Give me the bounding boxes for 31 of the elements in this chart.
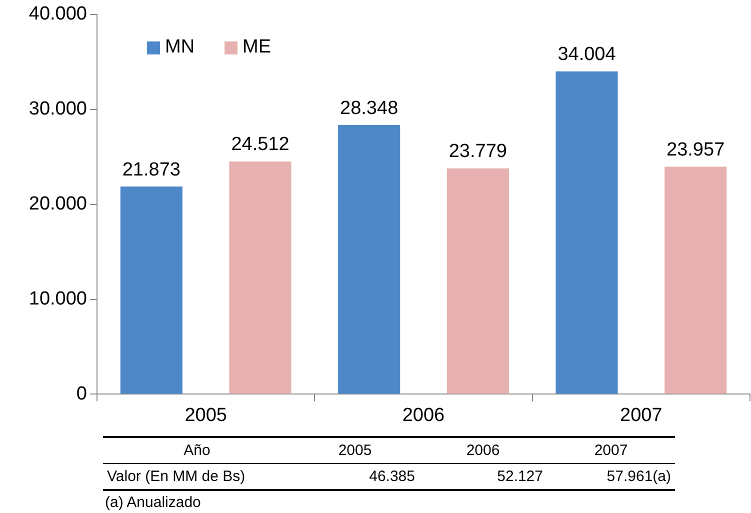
text: 2007 [547, 437, 675, 464]
y-tick-label: 40.000 [28, 4, 87, 25]
x-tick-label: 2005 [184, 404, 227, 426]
data-label: 23.779 [448, 141, 507, 162]
text: Valor (En MM de Bs) [103, 464, 291, 490]
bar [556, 71, 618, 394]
data-label: 23.957 [666, 139, 725, 160]
text: 2005 [291, 437, 419, 464]
text: 52.127 [419, 464, 547, 490]
x-tick-label: 2007 [620, 404, 662, 426]
y-tick-label: 20.000 [28, 194, 87, 215]
y-tick-label: 30.000 [28, 98, 87, 120]
text: (a) Anualizado [105, 494, 201, 511]
bar [664, 166, 727, 394]
legend-label: ME [242, 36, 272, 58]
y-tick-label: 0 [76, 383, 87, 404]
text: 2006 [419, 437, 547, 464]
data-label: 24.512 [231, 134, 290, 156]
text: Año [103, 437, 291, 464]
bar [120, 186, 182, 394]
legend-label: MN [165, 36, 195, 58]
y-tick-label: 10.000 [28, 288, 87, 310]
data-label: 28.348 [340, 98, 398, 119]
bar [229, 161, 292, 394]
data-label: 34.004 [558, 44, 616, 66]
data-label: 21.873 [122, 159, 180, 180]
text: 46.385 [291, 464, 419, 490]
bar [446, 168, 509, 394]
text: 57.961(a) [547, 464, 675, 490]
x-tick-label: 2006 [402, 404, 445, 426]
bar [338, 125, 400, 394]
